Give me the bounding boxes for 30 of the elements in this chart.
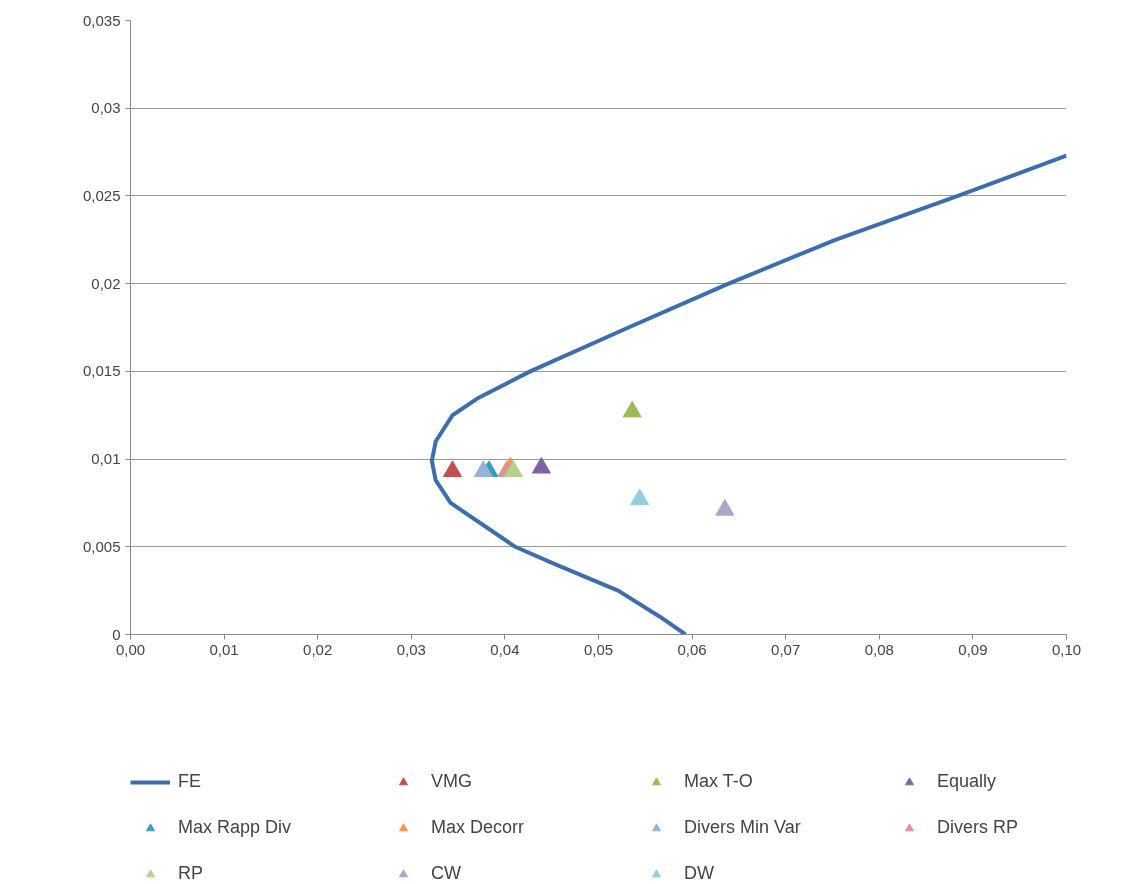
x-tick-label: 0,01 (209, 640, 239, 658)
y-tick-label: 0,035 (82, 11, 121, 29)
legend-label: VMG (431, 771, 473, 792)
legend-label: CW (431, 863, 462, 884)
x-tick-label: 0,04 (490, 640, 520, 658)
legend-label: Divers RP (937, 817, 1019, 838)
x-tick-label: 0,09 (958, 640, 988, 658)
legend-label: FE (178, 771, 202, 792)
y-tick-label: 0,005 (82, 537, 121, 555)
legend-label: DW (684, 863, 715, 884)
x-tick-label: 0,07 (771, 640, 801, 658)
x-tick-label: 0,10 (1051, 640, 1082, 658)
y-tick-label: 0,02 (91, 274, 121, 292)
y-tick-label: 0,03 (91, 99, 121, 117)
x-tick-label: 0,02 (303, 640, 333, 658)
legend-label: Max T-O (684, 771, 754, 792)
legend-label: Equally (937, 771, 998, 792)
x-tick-label: 0,03 (396, 640, 426, 658)
y-tick-label: 0 (112, 625, 121, 643)
y-tick-label: 0,01 (91, 450, 121, 468)
y-tick-label: 0,025 (82, 186, 121, 204)
y-tick-label: 0,015 (82, 362, 121, 380)
legend-label: RP (178, 863, 204, 884)
legend-label: Max Rapp Div (178, 817, 293, 838)
x-tick-label: 0,08 (864, 640, 894, 658)
x-tick-label: 0,05 (583, 640, 614, 658)
legend-label: Divers Min Var (684, 817, 802, 838)
x-tick-label: 0,00 (115, 640, 146, 658)
x-tick-label: 0,06 (677, 640, 707, 658)
legend-label: Max Decorr (431, 817, 525, 838)
